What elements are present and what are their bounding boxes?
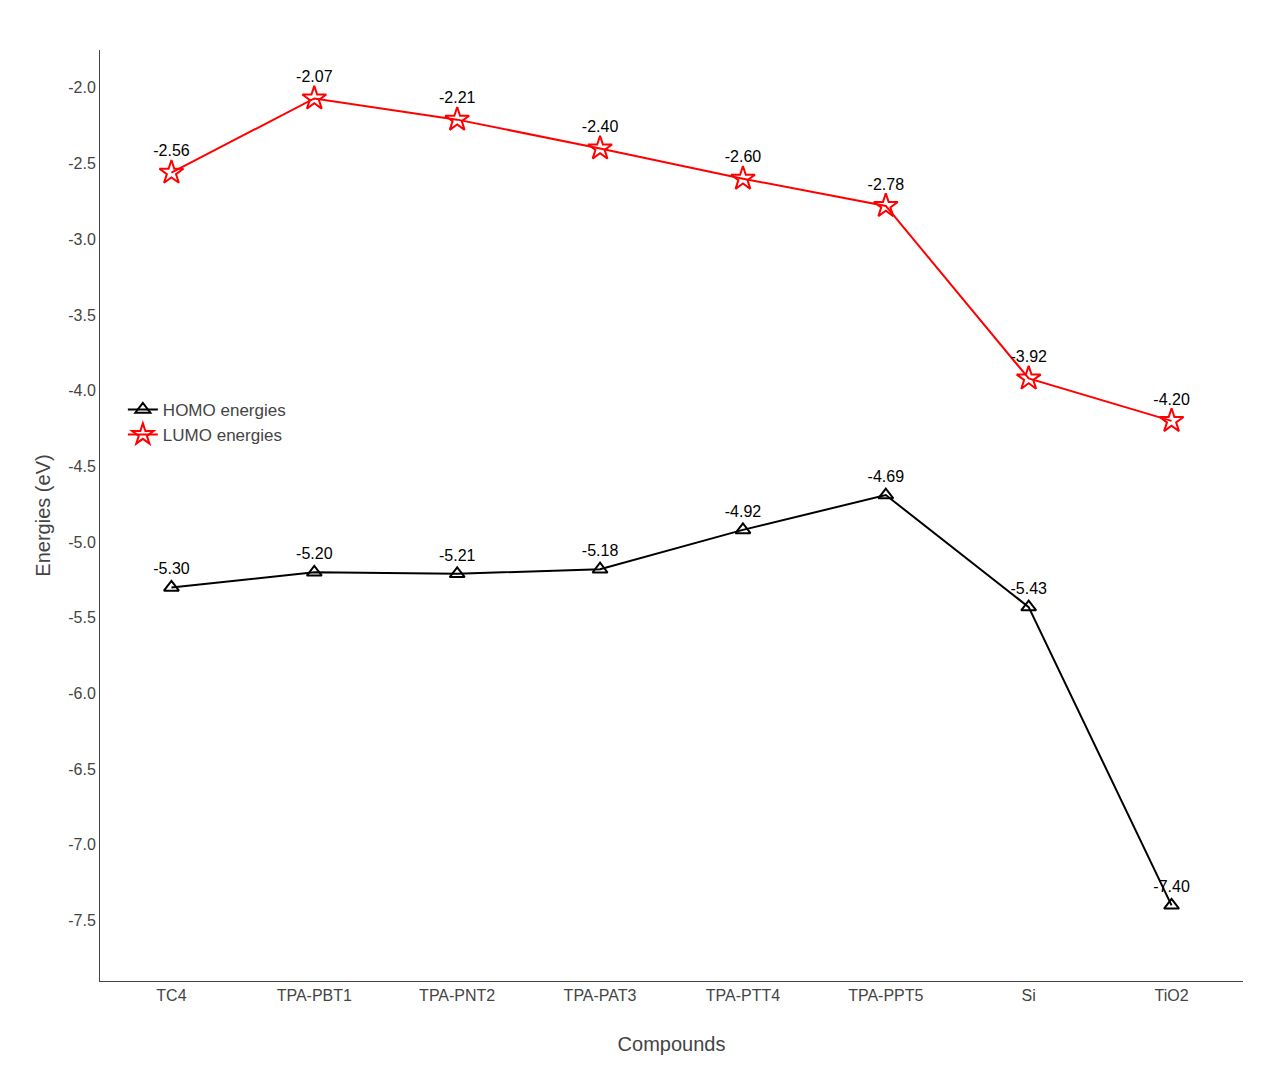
svg-text:-5.43: -5.43 (1010, 580, 1047, 597)
svg-text:-2.5: -2.5 (68, 155, 96, 172)
svg-text:-3.5: -3.5 (68, 307, 96, 324)
svg-text:-7.40: -7.40 (1153, 878, 1190, 895)
svg-text:-5.20: -5.20 (296, 545, 333, 562)
svg-text:-3.92: -3.92 (1010, 348, 1047, 365)
svg-text:-2.07: -2.07 (296, 68, 333, 85)
svg-text:HOMO energies: HOMO energies (163, 401, 286, 420)
svg-text:-2.21: -2.21 (439, 89, 476, 106)
svg-text:TPA-PTT4: TPA-PTT4 (706, 987, 780, 1004)
svg-text:-4.20: -4.20 (1153, 391, 1190, 408)
svg-text:-5.0: -5.0 (68, 534, 96, 551)
svg-text:TPA-PPT5: TPA-PPT5 (848, 987, 923, 1004)
svg-text:TC4: TC4 (156, 987, 186, 1004)
svg-text:-2.60: -2.60 (725, 148, 762, 165)
svg-text:-4.5: -4.5 (68, 458, 96, 475)
svg-text:-7.5: -7.5 (68, 912, 96, 929)
svg-text:-5.5: -5.5 (68, 609, 96, 626)
svg-text:-2.56: -2.56 (153, 142, 190, 159)
svg-text:LUMO energies: LUMO energies (163, 426, 282, 445)
svg-text:TPA-PBT1: TPA-PBT1 (277, 987, 352, 1004)
svg-text:-5.30: -5.30 (153, 560, 190, 577)
svg-text:-4.0: -4.0 (68, 382, 96, 399)
svg-text:-2.40: -2.40 (582, 118, 619, 135)
svg-text:TPA-PNT2: TPA-PNT2 (419, 987, 495, 1004)
svg-text:TiO2: TiO2 (1155, 987, 1189, 1004)
svg-text:Compounds: Compounds (618, 1033, 726, 1055)
svg-text:-6.5: -6.5 (68, 761, 96, 778)
svg-text:TPA-PAT3: TPA-PAT3 (564, 987, 637, 1004)
svg-text:-2.0: -2.0 (68, 79, 96, 96)
svg-text:-5.21: -5.21 (439, 547, 476, 564)
svg-text:-7.0: -7.0 (68, 836, 96, 853)
svg-text:-6.0: -6.0 (68, 685, 96, 702)
svg-text:-4.69: -4.69 (868, 468, 905, 485)
svg-text:-5.18: -5.18 (582, 542, 619, 559)
svg-text:-3.0: -3.0 (68, 231, 96, 248)
svg-text:-2.78: -2.78 (868, 176, 905, 193)
svg-text:Energies (eV): Energies (eV) (32, 454, 54, 576)
svg-text:Si: Si (1022, 987, 1036, 1004)
svg-text:-4.92: -4.92 (725, 503, 762, 520)
